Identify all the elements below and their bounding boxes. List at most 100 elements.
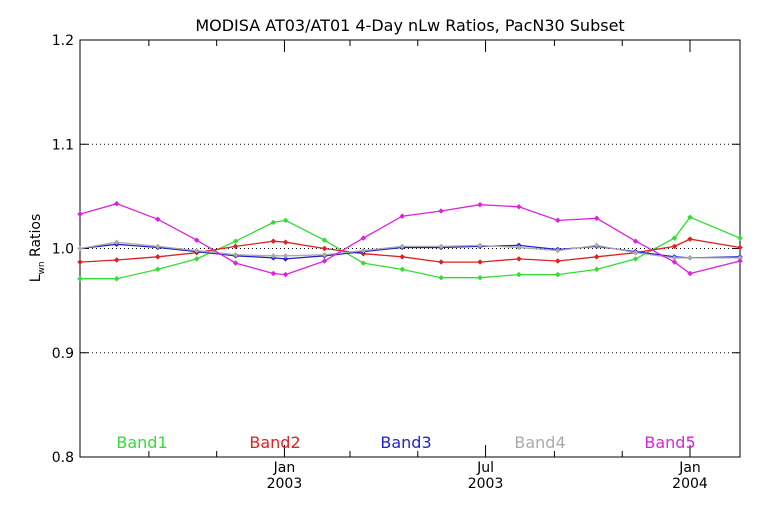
data-point bbox=[632, 238, 639, 245]
x-tick-label-year: 2004 bbox=[672, 476, 708, 492]
data-point bbox=[593, 215, 600, 222]
y-tick-label: 1.2 bbox=[52, 33, 74, 49]
series-band4 bbox=[77, 239, 743, 261]
y-axis-label: Lwn Ratios bbox=[28, 214, 47, 283]
x-tick-label-year: 2003 bbox=[267, 476, 303, 492]
data-point bbox=[113, 239, 120, 246]
legend-entry-band5: Band5 bbox=[644, 433, 695, 452]
data-point bbox=[154, 216, 161, 223]
y-tick-label: 1.0 bbox=[52, 242, 74, 258]
legend-entry-band2: Band2 bbox=[249, 433, 300, 452]
data-point bbox=[438, 274, 444, 281]
data-point bbox=[593, 253, 600, 260]
data-point bbox=[477, 274, 483, 281]
data-point bbox=[438, 243, 444, 250]
data-point bbox=[77, 245, 83, 252]
data-point bbox=[671, 259, 678, 265]
data-point bbox=[270, 252, 277, 259]
data-point bbox=[360, 260, 367, 266]
data-point bbox=[438, 259, 444, 265]
y-tick-label: 0.9 bbox=[52, 346, 74, 362]
data-point bbox=[737, 235, 743, 241]
data-point bbox=[321, 245, 328, 252]
data-point bbox=[593, 242, 600, 249]
chart-title: MODISA AT03/AT01 4-Day nLw Ratios, PacN3… bbox=[195, 16, 624, 35]
data-point bbox=[477, 201, 483, 208]
data-point bbox=[193, 237, 200, 244]
data-point bbox=[737, 244, 743, 251]
data-point bbox=[77, 275, 83, 282]
data-point bbox=[399, 266, 406, 273]
data-point bbox=[687, 255, 693, 261]
data-point bbox=[554, 258, 561, 264]
data-point bbox=[321, 251, 328, 258]
data-point bbox=[77, 211, 83, 217]
data-point bbox=[737, 258, 743, 264]
data-point bbox=[282, 271, 289, 278]
data-point bbox=[282, 217, 289, 224]
data-point bbox=[687, 214, 693, 221]
data-point bbox=[687, 236, 693, 242]
legend-entry-band1: Band1 bbox=[116, 433, 167, 452]
data-point bbox=[113, 200, 120, 207]
data-point bbox=[593, 266, 600, 273]
data-point bbox=[399, 253, 406, 260]
data-point bbox=[632, 256, 639, 262]
data-point bbox=[232, 260, 239, 266]
data-point bbox=[154, 243, 161, 250]
data-point bbox=[554, 217, 561, 224]
data-point bbox=[671, 235, 678, 241]
data-point bbox=[282, 252, 289, 259]
x-tick-label-month: Jul bbox=[476, 460, 494, 476]
y-axis-label-main: L bbox=[28, 274, 44, 282]
data-point bbox=[438, 208, 444, 214]
data-point bbox=[270, 270, 277, 277]
data-point bbox=[154, 253, 161, 260]
data-point bbox=[321, 258, 328, 264]
series-lines bbox=[77, 200, 743, 282]
data-point bbox=[282, 256, 289, 262]
x-tick-label-year: 2003 bbox=[468, 476, 504, 492]
data-point bbox=[477, 259, 483, 265]
data-point bbox=[232, 243, 239, 250]
data-point bbox=[270, 219, 277, 226]
data-point bbox=[516, 203, 522, 210]
data-point bbox=[554, 271, 561, 278]
data-point bbox=[399, 213, 406, 220]
data-point bbox=[193, 256, 200, 262]
x-tick-label-month: Jan bbox=[678, 460, 701, 476]
data-point bbox=[671, 243, 678, 250]
data-point bbox=[113, 275, 120, 282]
data-point bbox=[687, 270, 693, 277]
y-axis-label-subscript: wn bbox=[37, 261, 47, 274]
y-tick-label: 0.8 bbox=[52, 450, 74, 466]
series-band1 bbox=[77, 214, 743, 282]
data-point bbox=[477, 242, 483, 249]
y-tick-label: 1.1 bbox=[52, 137, 74, 153]
data-point bbox=[516, 256, 522, 262]
data-point bbox=[232, 251, 239, 258]
legend-entry-band3: Band3 bbox=[380, 433, 431, 452]
data-point bbox=[77, 259, 83, 265]
data-point bbox=[360, 235, 367, 241]
data-point bbox=[399, 243, 406, 250]
data-point bbox=[516, 244, 522, 251]
y-axis-label-rest: Ratios bbox=[28, 214, 44, 262]
data-point bbox=[632, 249, 639, 256]
data-point bbox=[360, 247, 367, 254]
data-point bbox=[282, 239, 289, 246]
x-tick-label-month: Jan bbox=[273, 460, 296, 476]
data-point bbox=[193, 247, 200, 254]
data-point bbox=[554, 247, 561, 254]
series-band5 bbox=[77, 200, 743, 278]
data-point bbox=[321, 237, 328, 244]
data-point bbox=[154, 266, 161, 273]
data-point bbox=[516, 271, 522, 278]
legend-entry-band4: Band4 bbox=[514, 433, 565, 452]
legend: Band1 Band2 Band3 Band4 Band5 bbox=[116, 433, 695, 452]
data-point bbox=[113, 257, 120, 263]
data-point bbox=[270, 238, 277, 245]
